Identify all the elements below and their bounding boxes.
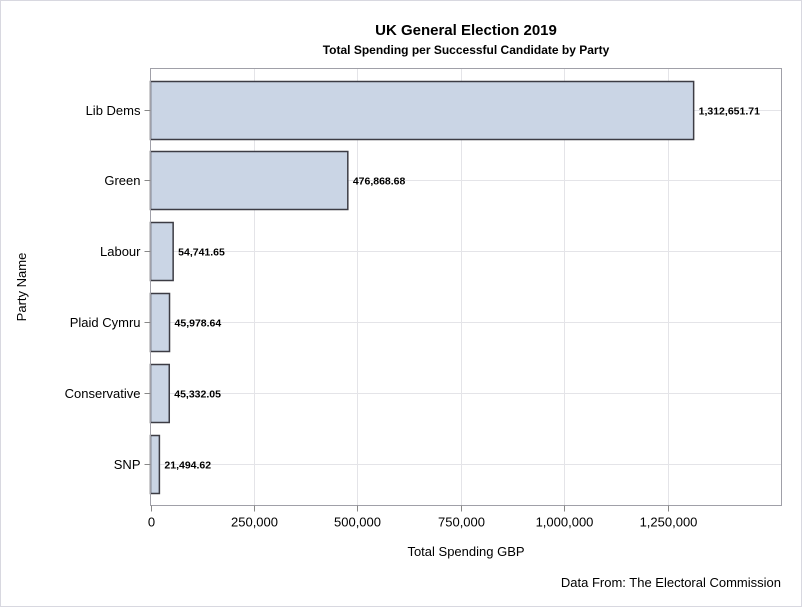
y-tick-label: Lib Dems	[86, 103, 141, 118]
bar-snp	[149, 434, 161, 495]
data-label: 1,312,651.71	[699, 106, 760, 118]
x-axis-label: Total Spending GBP	[407, 544, 524, 559]
plot-area	[150, 68, 782, 506]
x-tick-label: 500,000	[334, 515, 381, 530]
bar-labour	[149, 221, 174, 282]
y-tick-label: SNP	[114, 457, 141, 472]
data-label: 54,741.65	[178, 247, 225, 259]
y-tick-label: Labour	[100, 244, 141, 259]
data-label: 21,494.62	[164, 460, 211, 472]
data-label: 45,978.64	[175, 318, 222, 330]
x-tick-label: 0	[148, 515, 155, 530]
x-tick-label: 1,250,000	[640, 515, 698, 530]
x-tick-label: 250,000	[231, 515, 278, 530]
y-axis-label: Party Name	[14, 253, 29, 322]
y-tick-label: Green	[104, 173, 140, 188]
data-label: 45,332.05	[174, 389, 221, 401]
footnote: Data From: The Electoral Commission	[561, 575, 781, 590]
bar-plaid-cymru	[149, 292, 171, 353]
chart-title: UK General Election 2019	[375, 22, 557, 39]
bar-lib-dems	[149, 80, 695, 141]
y-tick-label: Conservative	[65, 386, 141, 401]
x-tick-label: 1,000,000	[536, 515, 594, 530]
data-label: 476,868.68	[353, 176, 406, 188]
bar-green	[149, 150, 349, 211]
x-tick-label: 750,000	[438, 515, 485, 530]
y-tick-label: Plaid Cymru	[70, 315, 141, 330]
bar-conservative	[149, 363, 171, 424]
chart-subtitle: Total Spending per Successful Candidate …	[323, 43, 610, 57]
